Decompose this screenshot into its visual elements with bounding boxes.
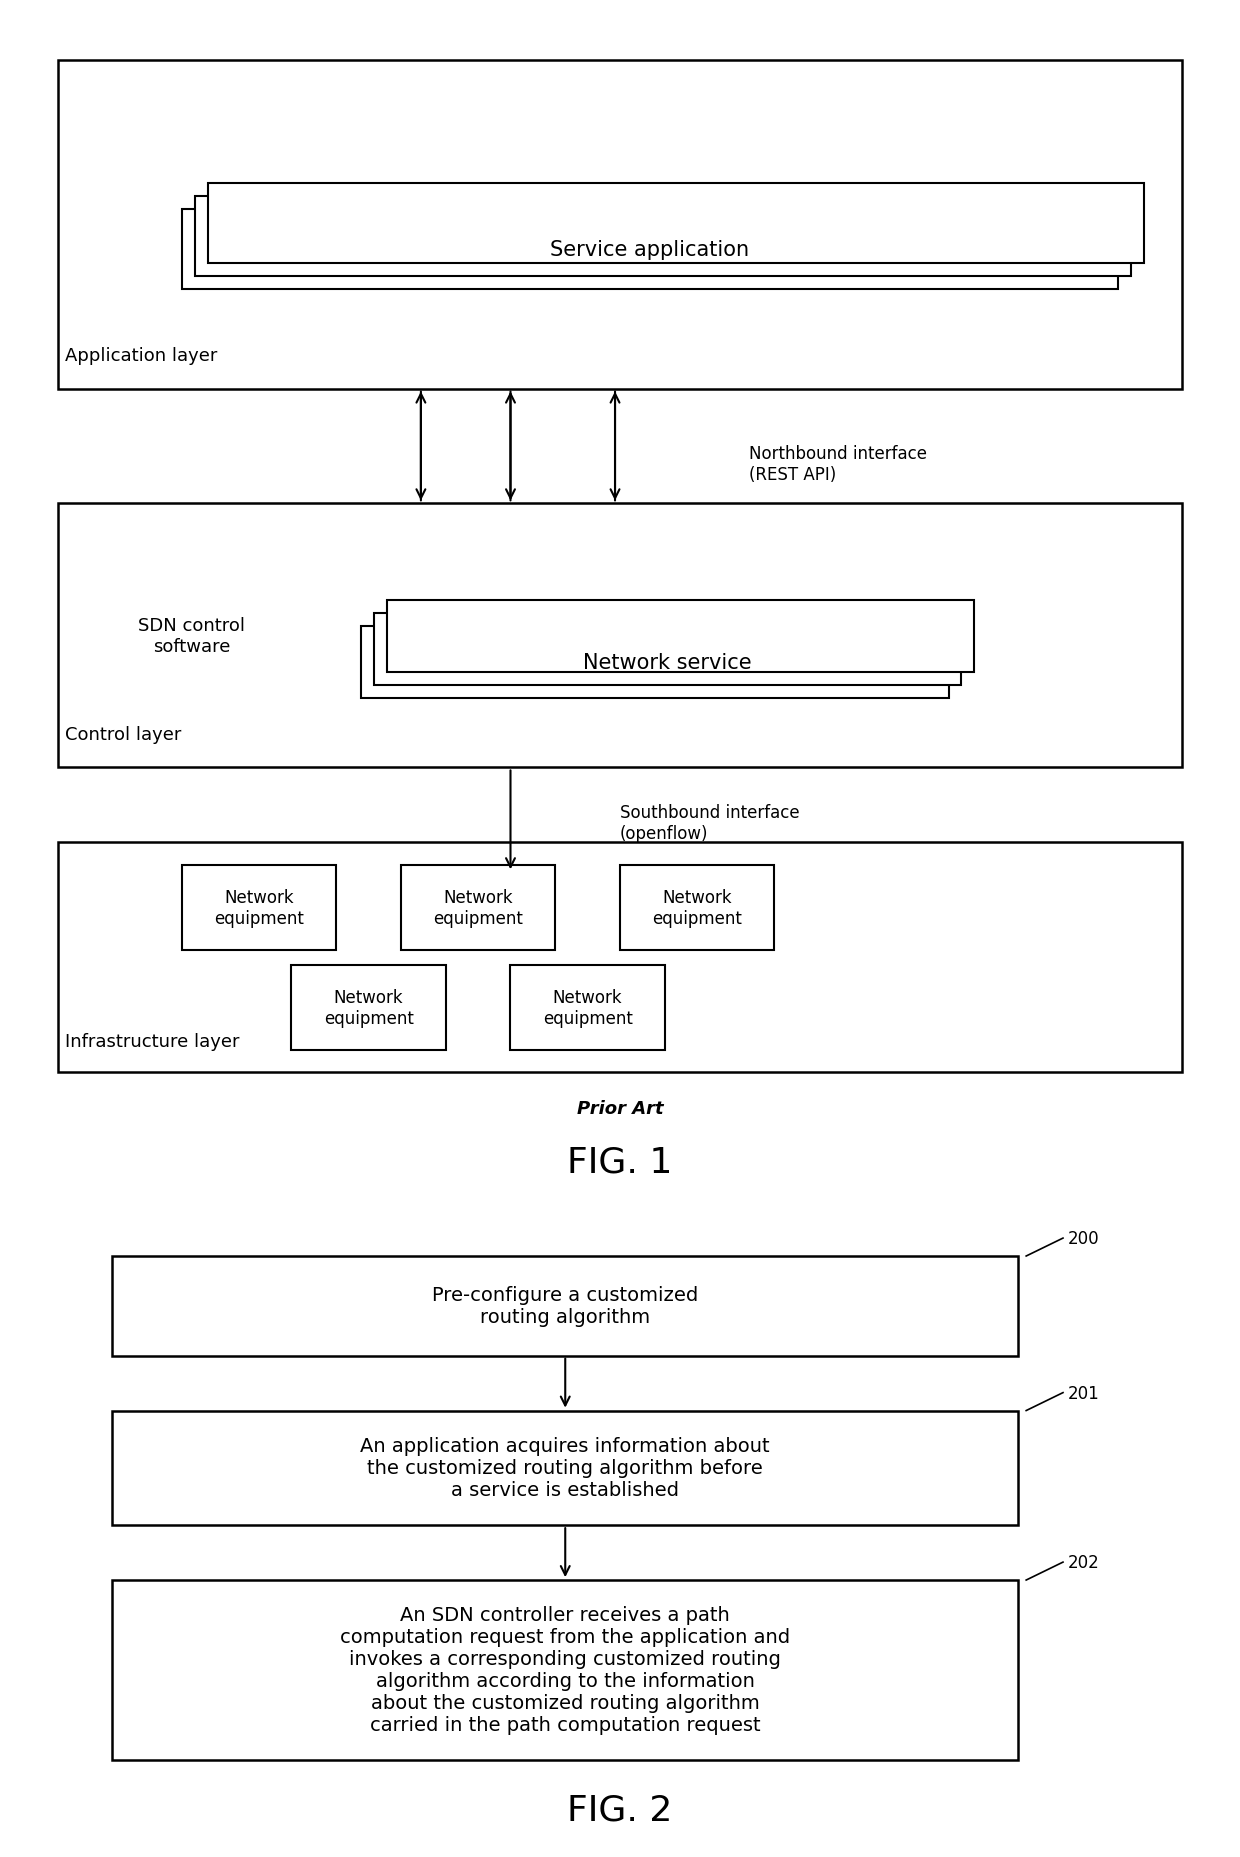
Bar [182,865,336,951]
Bar [182,210,1117,290]
Text: 200: 200 [1068,1229,1100,1248]
Bar [361,626,949,698]
Text: Network
equipment: Network equipment [433,890,523,927]
Text: Pre-configure a customized
routing algorithm: Pre-configure a customized routing algor… [432,1285,698,1326]
Text: Control layer: Control layer [66,726,182,743]
Text: Service application: Service application [551,240,749,260]
Bar [195,197,1131,277]
Text: Network
equipment: Network equipment [543,988,632,1027]
Text: An SDN controller receives a path
computation request from the application and
i: An SDN controller receives a path comput… [340,1606,790,1734]
Text: Network
equipment: Network equipment [215,890,304,927]
Text: Network service: Network service [584,652,753,672]
Bar [620,865,774,951]
Bar [113,1257,1018,1356]
Text: Network
equipment: Network equipment [324,988,414,1027]
Bar [208,184,1143,264]
Bar [113,1580,1018,1760]
Bar [401,865,556,951]
Text: SDN control
software: SDN control software [139,617,246,656]
Text: 202: 202 [1068,1552,1100,1571]
Text: Southbound interface
(openflow): Southbound interface (openflow) [620,804,800,843]
Bar [291,966,446,1049]
Text: FIG. 1: FIG. 1 [568,1144,672,1179]
Text: Network
equipment: Network equipment [652,890,742,927]
Bar [387,600,975,672]
Text: Application layer: Application layer [66,347,218,364]
Text: Prior Art: Prior Art [577,1099,663,1118]
Text: 201: 201 [1068,1383,1100,1402]
Text: An application acquires information about
the customized routing algorithm befor: An application acquires information abou… [361,1437,770,1500]
Text: FIG. 2: FIG. 2 [568,1792,672,1827]
Bar [57,503,1183,769]
Bar [57,843,1183,1071]
Bar [511,966,665,1049]
Bar [113,1411,1018,1525]
Text: Northbound interface
(REST API): Northbound interface (REST API) [749,446,928,483]
Bar [57,61,1183,390]
Bar [374,613,961,685]
Text: Infrastructure layer: Infrastructure layer [66,1032,241,1049]
